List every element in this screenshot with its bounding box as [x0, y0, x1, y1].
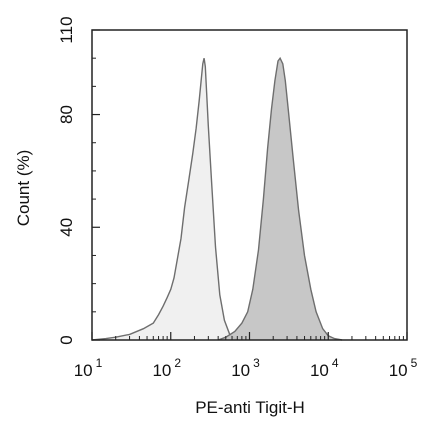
histogram-outline-2 [217, 56, 343, 341]
x-tick-label: 10 3 [231, 356, 260, 380]
histogram-outline-1 [91, 58, 240, 341]
y-axis-title: Count (%) [14, 150, 33, 227]
x-tick-label: 10 4 [310, 356, 339, 380]
axis-ticks: 10 1 10 2 10 3 10 4 10 5 0 40 80 110 [57, 16, 418, 380]
histogram-fill-2 [218, 58, 343, 340]
plot-frame [91, 29, 408, 341]
histogram-fill-1 [92, 58, 240, 340]
x-tick-label: 10 5 [389, 356, 418, 380]
y-tick-label: 40 [57, 218, 76, 237]
x-axis-title: PE-anti Tigit-H [195, 398, 305, 417]
x-tick-label: 10 1 [74, 356, 103, 380]
histogram-series-layer [91, 56, 343, 341]
y-tick-label: 80 [57, 105, 76, 124]
x-tick-label: 10 2 [152, 356, 181, 380]
y-tick-label: 110 [57, 16, 76, 43]
y-tick-label: 0 [57, 335, 76, 344]
